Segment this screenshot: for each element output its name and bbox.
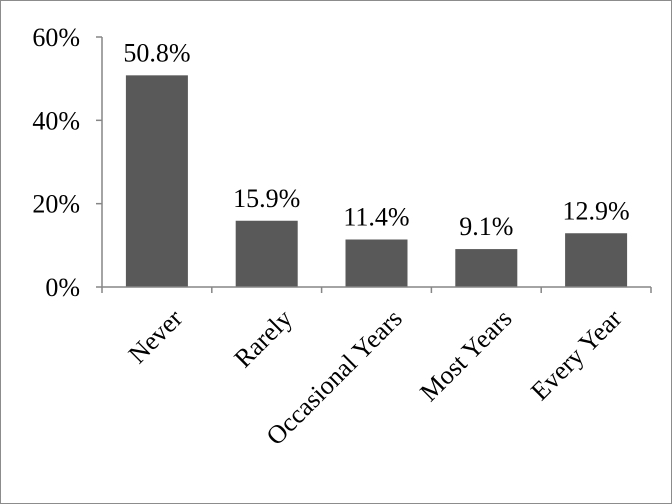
category-label: Most Years bbox=[414, 304, 517, 407]
y-tick-label: 20% bbox=[32, 190, 80, 219]
data-label: 11.4% bbox=[343, 203, 409, 232]
data-labels: 50.8% 15.9% 11.4% 9.1% 12.9% bbox=[123, 38, 629, 241]
data-label: 9.1% bbox=[459, 212, 513, 241]
y-tick-label: 40% bbox=[32, 106, 80, 135]
data-label: 50.8% bbox=[123, 38, 190, 67]
bar-never bbox=[125, 75, 188, 287]
bars bbox=[125, 75, 628, 287]
data-label: 12.9% bbox=[563, 196, 630, 225]
category-label: Rarely bbox=[228, 304, 298, 374]
y-axis-ticks: 0% 20% 40% 60% bbox=[32, 23, 652, 302]
bar-most-years bbox=[455, 249, 518, 287]
bar-every-year bbox=[565, 233, 628, 287]
bar-occasional-years bbox=[345, 239, 408, 287]
y-tick-label: 0% bbox=[45, 273, 80, 302]
category-label: Every Year bbox=[525, 304, 627, 406]
bar-rarely bbox=[235, 220, 298, 287]
category-label: Never bbox=[123, 304, 189, 370]
y-tick-label: 60% bbox=[32, 23, 80, 52]
data-label: 15.9% bbox=[233, 184, 300, 213]
